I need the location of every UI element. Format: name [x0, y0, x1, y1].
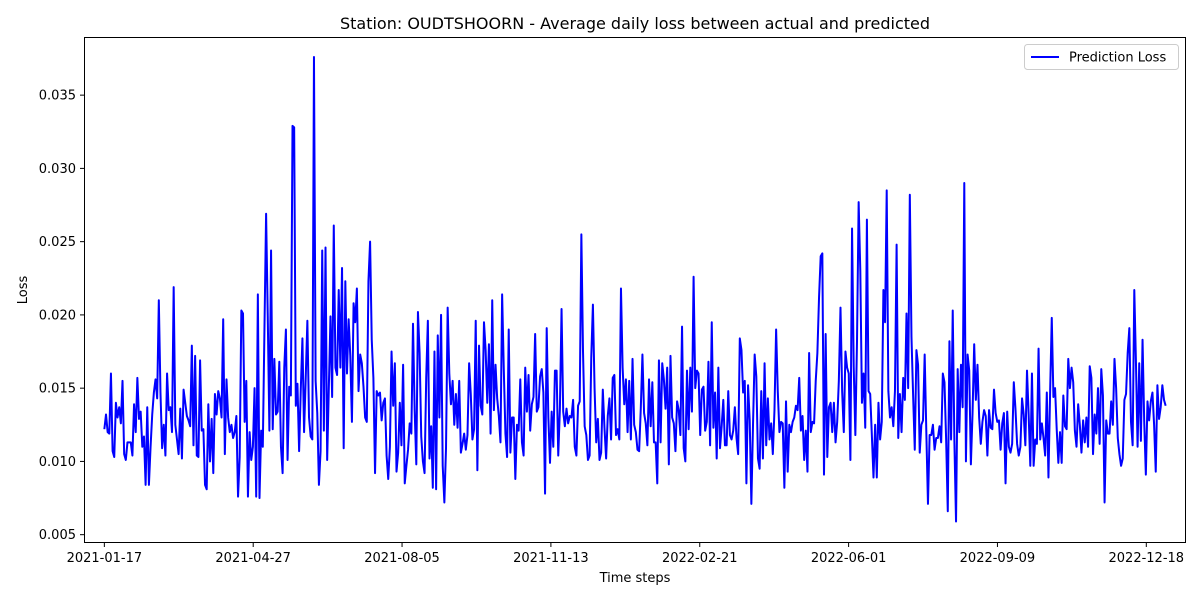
- x-tick-label: 2022-02-21: [662, 551, 738, 566]
- chart-title: Station: OUDTSHOORN - Average daily loss…: [340, 14, 930, 33]
- y-tick-label: 0.005: [39, 528, 76, 543]
- y-tick-label: 0.015: [39, 382, 76, 397]
- x-tick-label: 2022-12-18: [1109, 551, 1185, 566]
- y-tick-label: 0.030: [39, 162, 76, 177]
- x-tick-label: 2021-04-27: [215, 551, 291, 566]
- x-tick-label: 2021-11-13: [513, 551, 589, 566]
- legend-box: [1024, 44, 1179, 70]
- axis-ticks: 2021-01-17 2021-04-27 2021-08-05 2021-11-13…: [39, 89, 1184, 566]
- x-axis-label: Time steps: [599, 571, 671, 586]
- x-tick-label: 2021-08-05: [364, 551, 440, 566]
- y-tick-label: 0.010: [39, 455, 76, 470]
- y-tick-label: 0.035: [39, 89, 76, 104]
- axes-frame: [84, 37, 1186, 543]
- series-line-prediction-loss: [103, 56, 1167, 523]
- y-axis-label: Loss: [16, 276, 31, 305]
- y-tick-label: 0.020: [39, 308, 76, 323]
- plot-area: [103, 56, 1167, 523]
- legend: Prediction Loss: [1024, 44, 1179, 70]
- y-tick-label: 0.025: [39, 235, 76, 250]
- x-tick-label: 2021-01-17: [67, 551, 143, 566]
- x-tick-label: 2022-09-09: [960, 551, 1036, 566]
- x-tick-label: 2022-06-01: [811, 551, 887, 566]
- legend-label: Prediction Loss: [1069, 51, 1166, 66]
